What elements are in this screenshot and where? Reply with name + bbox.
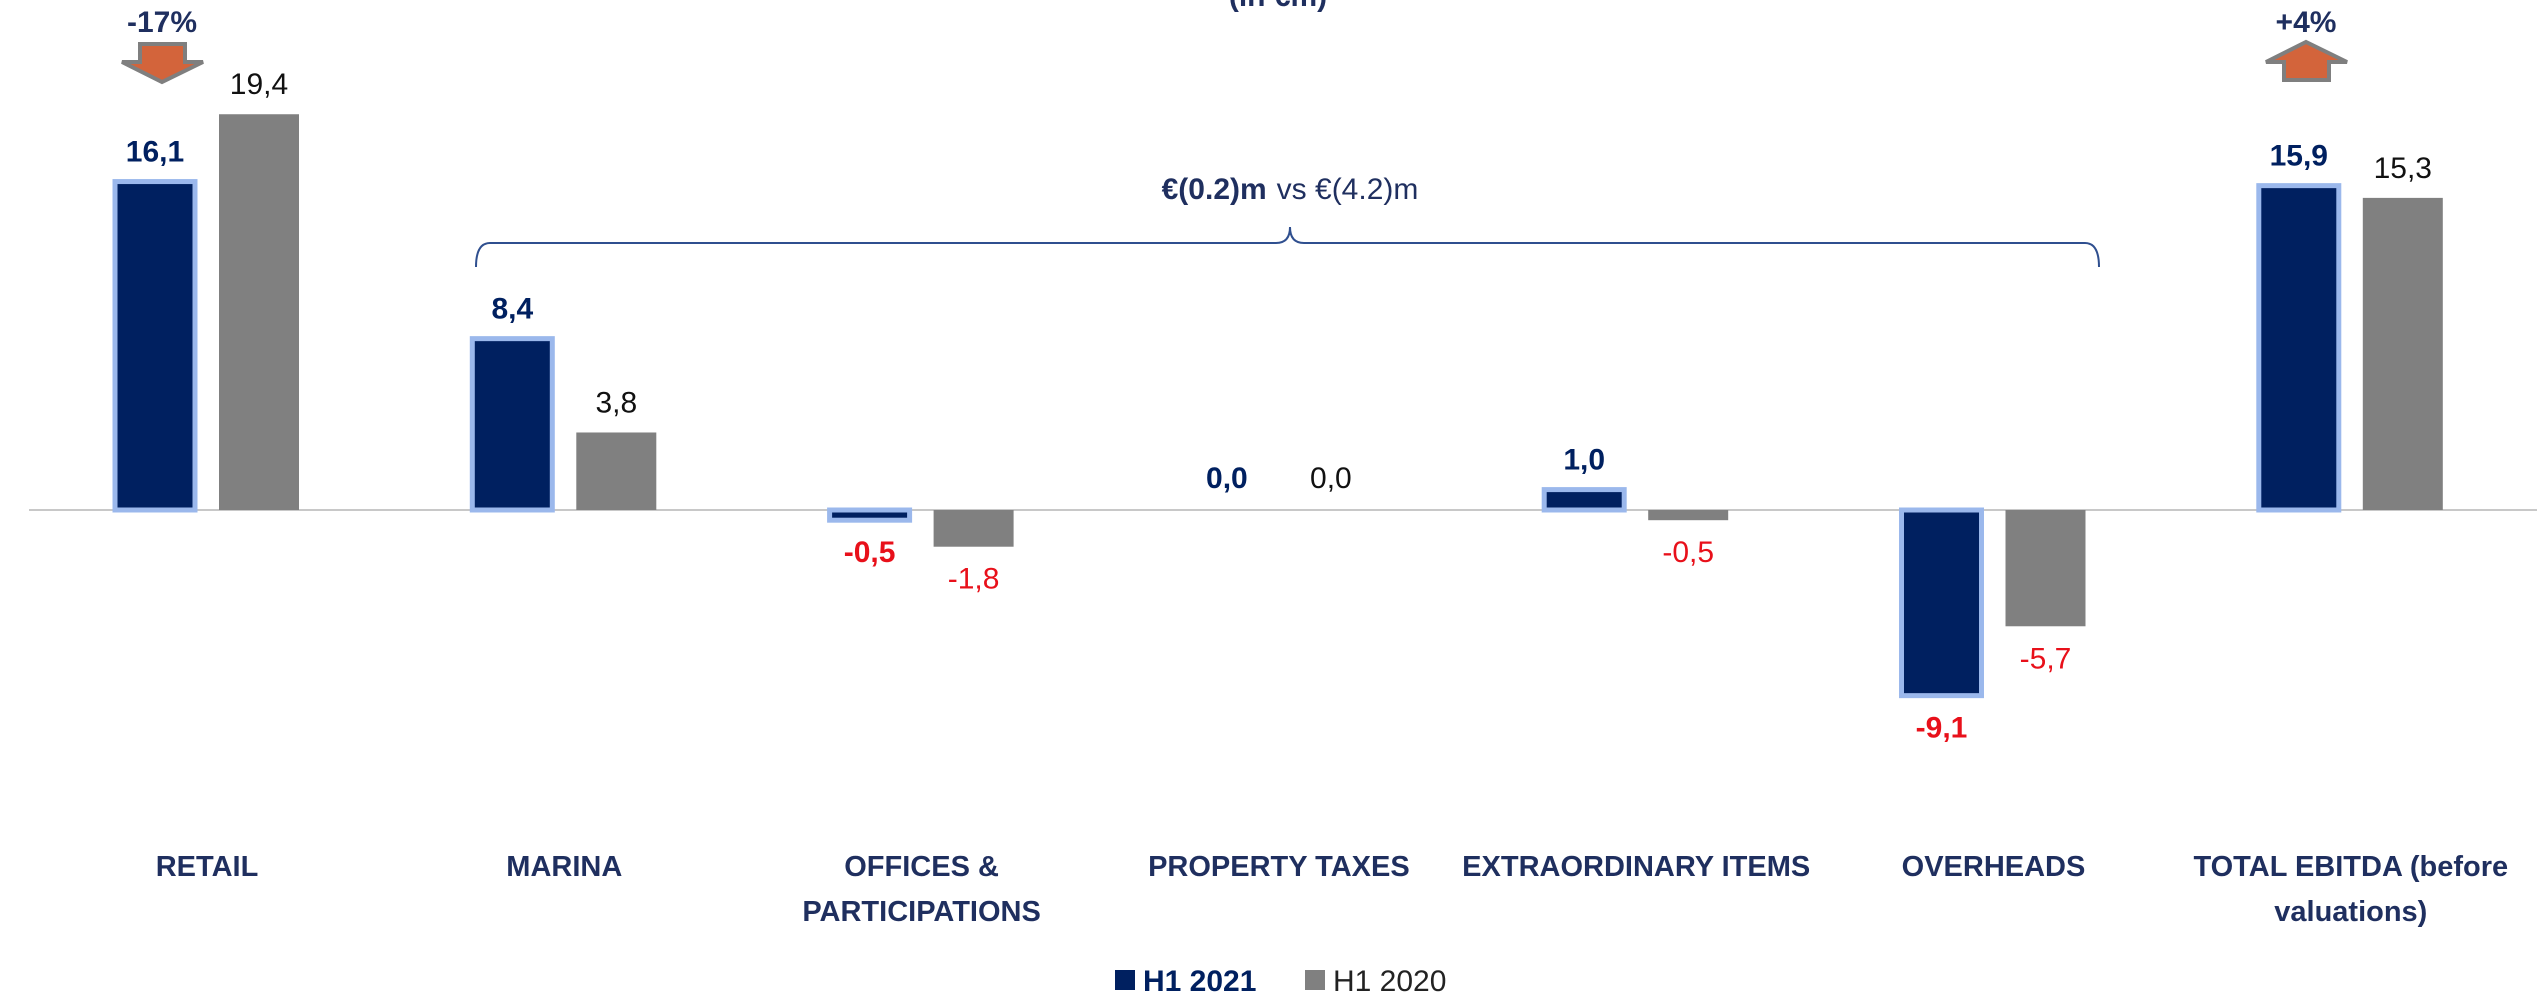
value-label: -9,1: [1916, 712, 1968, 745]
legend-swatch: [1115, 970, 1135, 990]
legend-label: H1 2021: [1143, 965, 1256, 998]
value-label: 1,0: [1563, 444, 1605, 477]
bar: [1648, 510, 1729, 521]
value-label: 0,0: [1206, 462, 1248, 495]
chart-subtitle: (in €m): [1229, 0, 1327, 13]
value-label: 16,1: [126, 136, 184, 169]
category-label: TOTAL EBITDA (before valuations): [2193, 851, 2509, 928]
change-annotation: +4%: [2276, 6, 2337, 39]
category-label: EXTRAORDINARY ITEMS: [1462, 851, 1811, 883]
up-arrow: [2265, 39, 2348, 82]
category-label: PROPERTY TAXES: [1148, 851, 1410, 883]
change-annotation: -17%: [127, 6, 197, 39]
brace-annotation: €(0.2)m vs €(4.2)m: [1162, 173, 1419, 206]
value-label: 0,0: [1310, 462, 1352, 495]
value-label: -5,7: [2020, 642, 2072, 675]
value-label: 15,3: [2374, 152, 2432, 185]
bar: [827, 507, 913, 523]
bar: [1899, 507, 1984, 699]
bar: [933, 510, 1014, 547]
brace: [475, 226, 2100, 268]
value-label: -0,5: [844, 536, 896, 569]
category-label: OVERHEADS: [1901, 851, 2086, 883]
category-label: RETAIL: [155, 851, 259, 883]
annotation-text: vs €(4.2)m: [1277, 173, 1419, 206]
bar: [2362, 197, 2443, 510]
value-label: 15,9: [2270, 140, 2328, 173]
value-label: -1,8: [948, 563, 1000, 596]
legend-label: H1 2020: [1333, 965, 1446, 998]
bar: [469, 336, 555, 513]
category-label: OFFICES & PARTICIPATIONS: [802, 851, 1041, 928]
legend-swatch: [1305, 970, 1325, 990]
bar: [219, 114, 299, 511]
bar: [2256, 183, 2342, 513]
value-label: 19,4: [230, 68, 288, 101]
bar: [1541, 487, 1627, 513]
bar: [112, 179, 198, 513]
annotation-bold: €(0.2)m: [1162, 173, 1267, 206]
down-arrow: [121, 42, 204, 85]
bar: [2005, 510, 2086, 627]
value-label: 8,4: [491, 293, 533, 326]
value-label: 3,8: [595, 386, 637, 419]
value-label: -0,5: [1662, 536, 1714, 569]
category-label: MARINA: [506, 851, 623, 883]
bar: [576, 432, 657, 510]
